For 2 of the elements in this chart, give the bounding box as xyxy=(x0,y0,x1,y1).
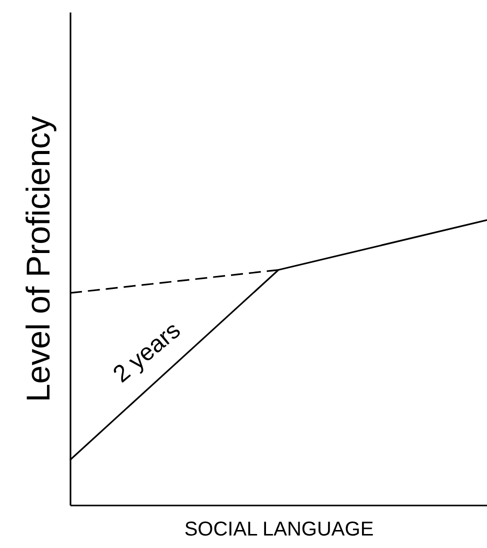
x-axis-title: SOCIAL LANGUAGE xyxy=(184,518,374,540)
y-axis-title: Level of Proficiency xyxy=(20,115,56,402)
